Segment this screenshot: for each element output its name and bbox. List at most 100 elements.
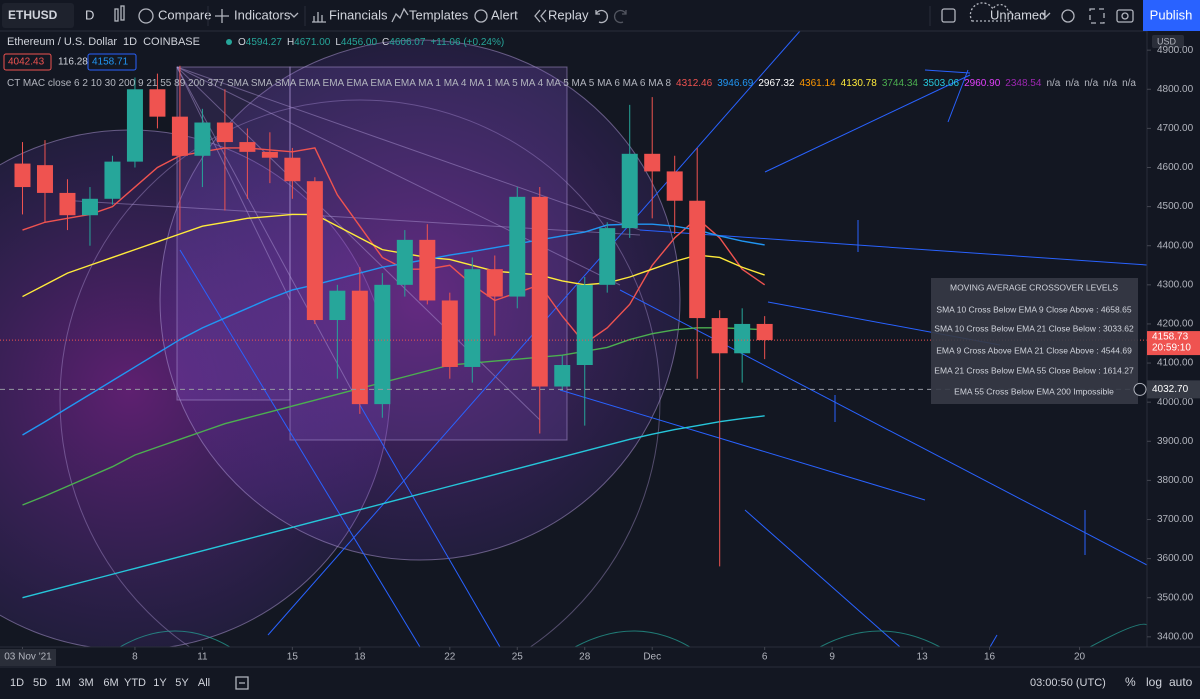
crosshair-price: 4032.70: [1152, 384, 1189, 395]
symbol[interactable]: ETHUSD: [8, 8, 58, 22]
ohlc-change: +11.06 (+0.24%): [430, 37, 504, 48]
alert-icon: [474, 9, 488, 23]
legend: Ethereum / U.S. Dollar 1D COINBASE O4594.2…: [3, 36, 1136, 89]
layout-icon[interactable]: [941, 8, 956, 23]
goto-date-icon[interactable]: [235, 676, 249, 690]
x-tick-label: Dec: [643, 652, 661, 663]
publish-label[interactable]: Publish: [1150, 7, 1193, 22]
y-tick-label: 4100.00: [1157, 358, 1194, 369]
candle-body: [239, 142, 256, 152]
candle-body: [531, 196, 548, 387]
indicator-legend: CT MAC close 6 2 10 30 200 9 21 55 89 20…: [7, 78, 1136, 89]
range-button[interactable]: 5Y: [175, 677, 189, 689]
y-tick-label: 4800.00: [1157, 84, 1194, 95]
fullscreen-icon[interactable]: [1089, 8, 1105, 24]
candle-body: [351, 290, 368, 405]
candle-body: [711, 318, 728, 354]
panel-row: EMA 9 Cross Above EMA 21 Close Above : 4…: [936, 345, 1132, 355]
indicator-value: 2348.54: [1005, 78, 1042, 89]
candle-body: [81, 198, 98, 216]
candle-body: [126, 89, 143, 162]
candle-body: [486, 269, 503, 297]
ohlc-label: O: [238, 37, 246, 48]
fan-lines: [59, 66, 641, 421]
candle-body: [464, 269, 481, 367]
replay-button[interactable]: Replay: [548, 7, 589, 22]
indicator-value: 4312.46: [676, 78, 713, 89]
range-button[interactable]: YTD: [124, 677, 146, 689]
legend-title: Ethereum / U.S. Dollar 1D COINBASE: [7, 36, 200, 48]
compare-button[interactable]: Compare: [158, 7, 211, 22]
plot-area: [0, 65, 1147, 599]
snapshot-icon[interactable]: [1116, 9, 1134, 23]
indicators-button[interactable]: Indicators: [234, 7, 291, 22]
candle-body: [104, 161, 121, 199]
clock: 03:00:50 (UTC): [1030, 677, 1106, 689]
candle-body: [59, 192, 76, 216]
candle-body: [756, 323, 773, 341]
candle-body: [216, 122, 233, 143]
y-tick-label: 3700.00: [1157, 514, 1194, 525]
y-tick-label: 4300.00: [1157, 279, 1194, 290]
indicator-value: n/a: [1065, 78, 1079, 89]
undo-icon[interactable]: [595, 9, 609, 24]
x-tick-label: 15: [287, 652, 299, 663]
candle-body: [14, 163, 31, 188]
indicators-icon: [215, 9, 229, 23]
range-button[interactable]: 6M: [103, 677, 118, 689]
auto-toggle[interactable]: auto: [1169, 675, 1193, 689]
range-button[interactable]: All: [198, 677, 210, 689]
x-tick-label: 9: [829, 652, 835, 663]
bid: 4042.43: [8, 57, 45, 68]
panel-title: MOVING AVERAGE CROSSOVER LEVELS: [950, 282, 1118, 292]
candle-body: [374, 284, 391, 405]
bottom-bar: [0, 667, 1200, 699]
range-button[interactable]: 1D: [10, 677, 24, 689]
axis-labels: 4900.00 4800.00 4700.00 4600.00 4500.00 4400.…: [0, 45, 1200, 666]
add-alert-button[interactable]: [1133, 382, 1147, 396]
compare-icon[interactable]: [138, 8, 154, 24]
candle-body: [419, 239, 436, 301]
crossover-panel: MOVING AVERAGE CROSSOVER LEVELS SMA 10 C…: [931, 278, 1138, 404]
legend-exchange: COINBASE: [143, 36, 200, 48]
candle-body: [576, 284, 593, 366]
range-button[interactable]: 5D: [33, 677, 47, 689]
candle-body: [36, 165, 53, 193]
interval[interactable]: D: [85, 7, 94, 22]
symbol-search[interactable]: [2, 3, 74, 28]
currency[interactable]: USD: [1157, 36, 1177, 46]
currency-box[interactable]: [1152, 35, 1184, 48]
candle-body: [644, 153, 661, 172]
fib-box: [176, 66, 291, 401]
financials-icon: [312, 12, 326, 23]
y-tick-label: 4500.00: [1157, 201, 1194, 212]
range-button[interactable]: 1Y: [153, 677, 167, 689]
panel-row: EMA 21 Cross Below EMA 55 Close Below : …: [934, 365, 1134, 375]
last-price: 4158.73: [1152, 332, 1189, 343]
ohlc: O4594.27 H4671.00 L4456.00 C4606.07 +11.06 (…: [238, 37, 504, 48]
alert-button[interactable]: Alert: [491, 7, 518, 22]
y-tick-label: 3400.00: [1157, 631, 1194, 642]
range-button[interactable]: 1M: [55, 677, 70, 689]
fib-circle: [59, 99, 661, 647]
redo-icon[interactable]: [613, 9, 627, 24]
ask: 4158.71: [92, 57, 129, 68]
settings-icon[interactable]: [1061, 9, 1075, 23]
chart-type-icon[interactable]: [114, 8, 119, 22]
log-toggle[interactable]: log: [1146, 675, 1162, 689]
layout-name[interactable]: Unnamed: [990, 7, 1046, 22]
y-tick-label: 4600.00: [1157, 162, 1194, 173]
spread: 116.28: [58, 57, 88, 68]
market-status: [226, 39, 232, 45]
replay-icon: [534, 9, 547, 23]
range-button[interactable]: 3M: [78, 677, 93, 689]
templates-button[interactable]: Templates: [409, 7, 469, 22]
indicator-value: n/a: [1046, 78, 1060, 89]
ohlc-label: L: [335, 37, 341, 48]
percent-toggle[interactable]: %: [1125, 675, 1136, 689]
publish-button[interactable]: [1143, 0, 1200, 31]
ma-line: [22, 147, 766, 345]
toolbar-items: ETHUSD D Compare Indicators Financials T…: [2, 0, 1200, 31]
financials-button[interactable]: Financials: [329, 7, 388, 22]
candle-body: [306, 181, 323, 321]
